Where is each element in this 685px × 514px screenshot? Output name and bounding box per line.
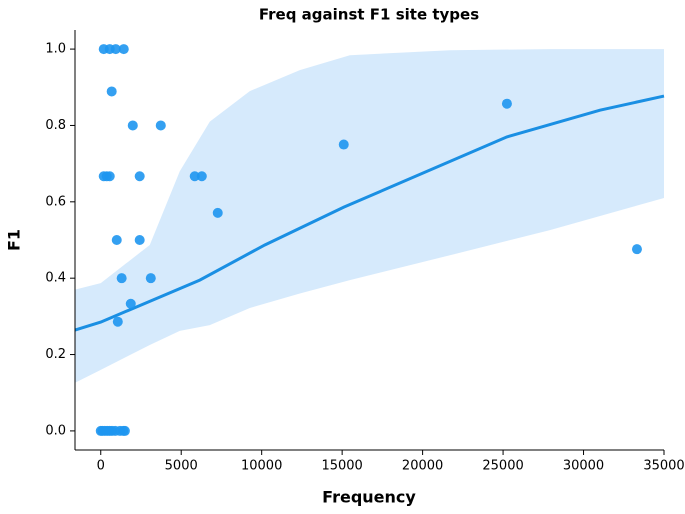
y-tick-label: 0.8 bbox=[45, 118, 66, 133]
x-tick-label: 25000 bbox=[482, 459, 523, 474]
point bbox=[134, 171, 145, 182]
point bbox=[212, 207, 223, 218]
point bbox=[106, 86, 117, 97]
fit-line bbox=[74, 94, 665, 332]
point bbox=[125, 298, 136, 309]
x-tick-label: 10000 bbox=[241, 459, 282, 474]
x-tick-label: 15000 bbox=[321, 459, 362, 474]
y-tick-label: 0.6 bbox=[45, 194, 66, 209]
confidence-band bbox=[75, 49, 664, 383]
x-tick-label: 5000 bbox=[165, 459, 198, 474]
point bbox=[110, 44, 121, 55]
point bbox=[127, 120, 138, 131]
y-tick-label: 0.2 bbox=[45, 347, 66, 362]
x-axis-label: Frequency bbox=[322, 488, 416, 507]
chart-title: Freq against F1 site types bbox=[259, 6, 479, 24]
y-tick-label: 0.0 bbox=[45, 423, 66, 438]
x-tick-label: 0 bbox=[97, 459, 105, 474]
y-tick-label: 1.0 bbox=[45, 42, 66, 57]
point bbox=[116, 273, 127, 284]
point bbox=[119, 425, 130, 436]
point bbox=[112, 316, 123, 327]
point bbox=[631, 244, 642, 255]
point bbox=[104, 171, 115, 182]
y-axis-label: F1 bbox=[5, 229, 24, 251]
x-tick-label: 30000 bbox=[563, 459, 604, 474]
point bbox=[134, 235, 145, 245]
point bbox=[118, 44, 129, 55]
point bbox=[196, 171, 207, 182]
point bbox=[338, 139, 349, 150]
point bbox=[111, 235, 122, 245]
y-tick-label: 0.4 bbox=[45, 271, 66, 286]
point bbox=[155, 120, 166, 131]
x-tick-label: 20000 bbox=[402, 459, 443, 474]
point bbox=[501, 98, 512, 109]
x-tick-label: 35000 bbox=[643, 459, 684, 474]
point bbox=[145, 273, 156, 284]
point bbox=[189, 171, 200, 182]
